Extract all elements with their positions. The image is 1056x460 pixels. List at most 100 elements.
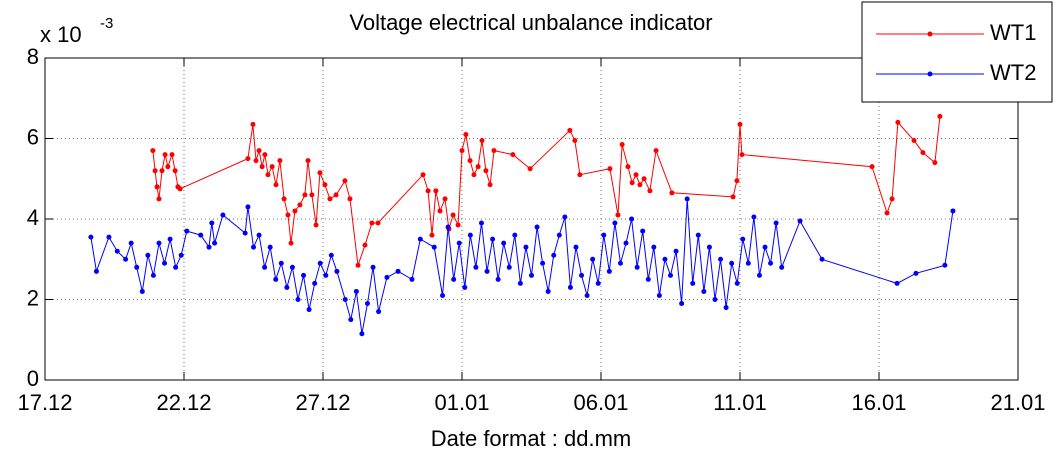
data-point	[342, 178, 348, 184]
data-point	[471, 172, 477, 178]
data-point	[556, 232, 562, 238]
data-point	[114, 248, 120, 254]
data-point	[517, 280, 523, 286]
data-point	[284, 284, 290, 290]
data-point	[723, 305, 729, 311]
data-point	[265, 172, 271, 178]
data-point	[262, 264, 268, 270]
data-point	[328, 252, 334, 258]
data-point	[590, 256, 596, 262]
data-point	[317, 170, 323, 176]
data-point	[152, 168, 158, 174]
x-tick-label: 01.01	[434, 390, 489, 415]
data-point	[950, 208, 956, 214]
data-point	[288, 240, 294, 246]
data-point	[701, 288, 707, 294]
data-point	[730, 194, 736, 200]
data-point	[673, 248, 679, 254]
data-point	[739, 152, 745, 158]
data-point	[491, 148, 497, 154]
data-point	[295, 297, 301, 302]
data-point	[577, 172, 583, 178]
data-point	[456, 240, 462, 246]
data-point	[370, 264, 376, 270]
data-point	[484, 268, 490, 274]
data-point	[656, 292, 662, 298]
data-point	[123, 256, 129, 262]
data-point	[173, 264, 179, 270]
x-tick-label: 21.01	[990, 390, 1045, 415]
data-point	[172, 168, 178, 174]
data-point	[637, 182, 643, 188]
data-point	[281, 196, 287, 202]
data-point	[523, 244, 529, 250]
data-point	[729, 260, 735, 266]
data-point	[473, 264, 479, 270]
data-point	[455, 222, 461, 228]
data-point	[633, 172, 639, 178]
data-point	[475, 164, 481, 170]
chart-title: Voltage electrical unbalance indicator	[349, 10, 712, 35]
data-point	[495, 276, 501, 282]
data-point	[376, 309, 382, 315]
data-point	[534, 224, 540, 230]
data-point	[623, 240, 629, 246]
data-point	[305, 158, 311, 164]
data-point	[510, 152, 516, 158]
data-point	[256, 232, 262, 238]
data-point	[409, 276, 415, 282]
data-point	[869, 164, 875, 170]
y-tick-label: 2	[27, 285, 39, 310]
data-point	[615, 212, 621, 218]
y-tick-label: 8	[27, 44, 39, 69]
data-point	[317, 260, 323, 266]
data-point	[462, 284, 468, 290]
data-point	[309, 192, 315, 198]
data-point	[159, 168, 165, 174]
data-point	[668, 272, 673, 278]
data-point	[395, 268, 401, 274]
data-point	[88, 234, 94, 240]
data-point	[384, 274, 390, 280]
data-point	[595, 280, 601, 286]
data-point	[162, 152, 168, 158]
data-point	[937, 113, 943, 119]
data-point	[584, 292, 590, 298]
data-point	[740, 236, 746, 242]
data-point	[913, 270, 919, 276]
data-point	[333, 192, 339, 198]
data-point	[463, 131, 469, 137]
data-point	[797, 218, 803, 224]
data-point	[640, 228, 646, 234]
data-point	[93, 268, 99, 274]
legend-marker	[927, 31, 933, 37]
data-point	[139, 288, 145, 294]
data-point	[478, 220, 484, 226]
data-point	[483, 168, 489, 174]
data-point	[431, 244, 437, 250]
data-point	[579, 272, 585, 278]
data-point	[154, 184, 160, 190]
data-point	[184, 228, 190, 234]
data-point	[567, 284, 573, 290]
data-point	[306, 307, 312, 313]
data-point	[629, 216, 635, 222]
x-tick-label: 17.12	[17, 390, 72, 415]
data-point	[327, 196, 333, 202]
data-point	[297, 202, 303, 208]
data-point	[417, 236, 423, 242]
data-point	[348, 317, 354, 323]
data-point	[567, 127, 573, 133]
data-point	[145, 252, 151, 258]
data-point	[450, 212, 456, 218]
data-point	[540, 260, 546, 266]
data-point	[259, 164, 265, 170]
data-point	[420, 172, 426, 178]
y-tick-label: 6	[27, 124, 39, 149]
data-point	[451, 276, 457, 282]
data-point	[756, 272, 762, 278]
data-point	[178, 252, 184, 258]
x-axis-label: Date format : dd.mm	[431, 426, 632, 451]
data-point	[242, 230, 248, 236]
